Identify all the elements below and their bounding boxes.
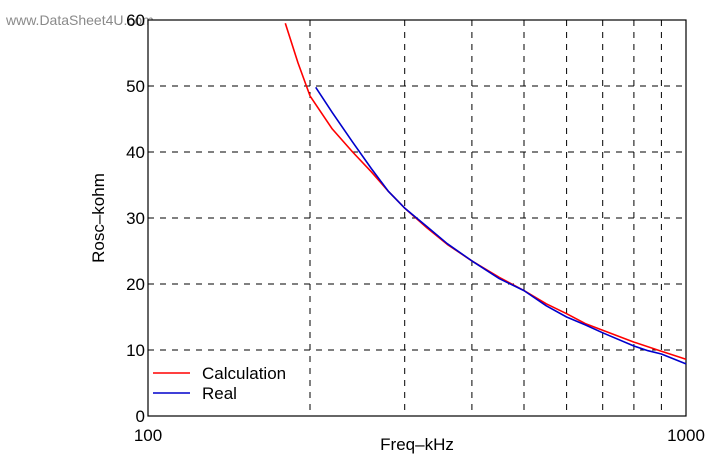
x-tick-label-1000: 1000 [667, 426, 705, 445]
y-tick-label-10: 10 [126, 341, 145, 360]
x-axis-label: Freq–kHz [380, 435, 454, 454]
y-axis-label: Rosc–kohm [89, 173, 108, 263]
y-tick-label-30: 30 [126, 209, 145, 228]
series-line-real [315, 86, 687, 365]
series-lines [284, 23, 687, 365]
y-tick-label-60: 60 [126, 11, 145, 30]
legend-label-calculation: Calculation [202, 364, 286, 383]
y-tick-label-0: 0 [136, 407, 145, 426]
y-tick-label-50: 50 [126, 77, 145, 96]
tick-marks [148, 19, 154, 417]
tick-labels: 0 10 20 30 40 50 60 100 1000 [126, 11, 705, 445]
watermark-text: www.DataSheet4U.com [5, 12, 154, 28]
y-tick-label-40: 40 [126, 143, 145, 162]
y-tick-label-20: 20 [126, 275, 145, 294]
x-tick-label-100: 100 [134, 426, 162, 445]
legend-label-real: Real [202, 384, 237, 403]
